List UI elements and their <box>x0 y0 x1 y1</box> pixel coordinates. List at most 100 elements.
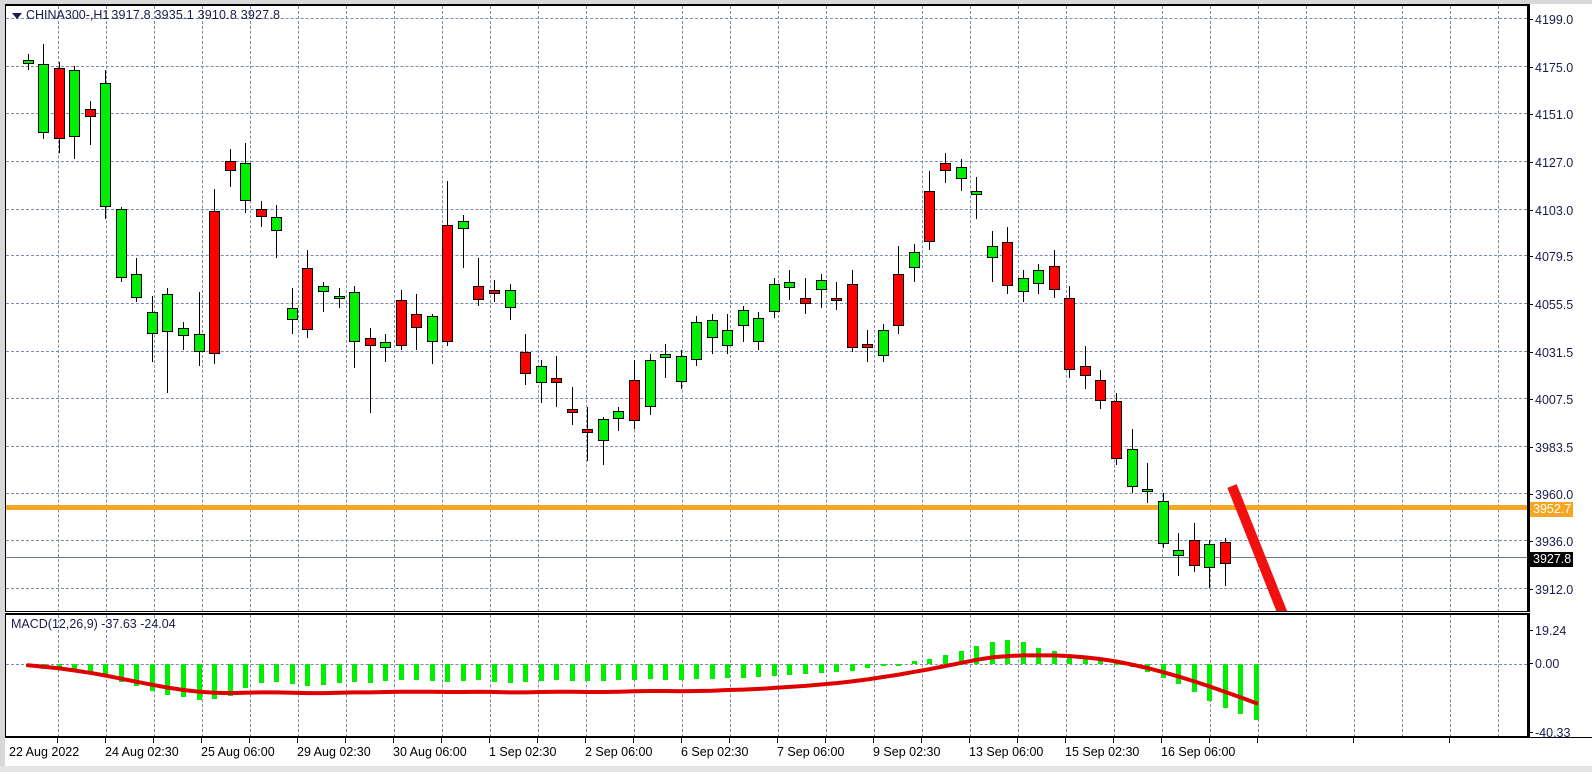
candlestick[interactable] <box>504 284 516 320</box>
candlestick[interactable] <box>737 306 749 342</box>
price-chart-pane[interactable]: CHINA300-,H1 3917.8 3935.1 3910.8 3927.8 <box>5 4 1528 612</box>
candlestick[interactable] <box>800 278 811 314</box>
candlestick[interactable] <box>1095 369 1107 410</box>
candlestick[interactable] <box>660 343 672 378</box>
candlestick[interactable] <box>893 246 905 334</box>
candlestick[interactable] <box>1002 226 1014 295</box>
candlestick[interactable] <box>115 206 127 283</box>
candlestick[interactable] <box>131 258 143 303</box>
macd-histogram-bar <box>647 663 653 680</box>
candle-body <box>240 162 252 201</box>
candle-body <box>520 351 532 374</box>
candlestick[interactable] <box>1157 492 1169 549</box>
candlestick[interactable] <box>1126 429 1138 493</box>
candlestick[interactable] <box>1048 250 1060 299</box>
candlestick[interactable] <box>675 349 687 390</box>
candlestick[interactable] <box>395 290 407 350</box>
candlestick[interactable] <box>628 359 640 430</box>
candlestick[interactable] <box>411 294 423 350</box>
candlestick[interactable] <box>924 170 936 251</box>
candlestick[interactable] <box>644 353 656 416</box>
macd-indicator-pane[interactable]: MACD(12,26,9) -37.63 -24.04 <box>5 613 1528 737</box>
candlestick[interactable] <box>597 417 609 465</box>
candlestick[interactable] <box>1142 462 1154 503</box>
candlestick[interactable] <box>333 288 345 308</box>
bid-price-tag[interactable]: 3927.8 <box>1530 551 1574 567</box>
candlestick[interactable] <box>162 288 174 394</box>
candlestick[interactable] <box>69 65 81 159</box>
chevron-down-icon[interactable] <box>12 12 22 19</box>
candlestick[interactable] <box>535 359 547 404</box>
candlestick[interactable] <box>753 311 765 350</box>
candlestick[interactable] <box>815 274 827 308</box>
candlestick[interactable] <box>489 280 500 303</box>
candlestick[interactable] <box>613 407 625 432</box>
candle-wick <box>976 176 978 219</box>
candlestick[interactable] <box>426 313 438 364</box>
candlestick[interactable] <box>286 288 298 334</box>
candlestick[interactable] <box>178 321 189 350</box>
candlestick[interactable] <box>908 244 920 283</box>
candlestick[interactable] <box>939 153 951 183</box>
macd-histogram-bar <box>725 663 731 678</box>
candlestick[interactable] <box>364 327 376 414</box>
price-level-tag[interactable]: 3952.7 <box>1530 502 1574 518</box>
candlestick[interactable] <box>1173 532 1185 577</box>
candlestick[interactable] <box>706 313 718 354</box>
candlestick[interactable] <box>380 333 392 362</box>
candlestick[interactable] <box>768 278 780 318</box>
candlestick[interactable] <box>457 214 469 269</box>
time-axis[interactable]: 22 Aug 2022 24 Aug 02:30 25 Aug 06:00 29 Au… <box>5 737 1592 766</box>
candlestick[interactable] <box>442 180 454 346</box>
candlestick[interactable] <box>566 387 578 426</box>
candlestick[interactable] <box>1219 538 1231 587</box>
candlestick[interactable] <box>224 149 236 187</box>
candlestick[interactable] <box>986 230 998 283</box>
candlestick[interactable] <box>1188 522 1200 573</box>
candlestick[interactable] <box>53 61 65 154</box>
candlestick[interactable] <box>722 313 734 354</box>
candlestick[interactable] <box>520 333 532 386</box>
candlestick[interactable] <box>846 270 858 352</box>
price-scale[interactable]: 4199.0 4175.0 4151.0 4127.0 4103.0 4079.5 4055… <box>1528 4 1592 741</box>
candlestick[interactable] <box>862 329 874 362</box>
candlestick[interactable] <box>1017 270 1029 303</box>
candlestick[interactable] <box>240 143 252 213</box>
price-level-line[interactable] <box>6 505 1527 511</box>
candlestick[interactable] <box>1204 540 1216 589</box>
candlestick[interactable] <box>1064 286 1076 378</box>
arrow-annotation[interactable] <box>6 6 1527 612</box>
candlestick[interactable] <box>1033 264 1045 295</box>
candlestick[interactable] <box>551 355 563 408</box>
candlestick[interactable] <box>691 315 703 366</box>
candlestick[interactable] <box>473 258 485 306</box>
candlestick[interactable] <box>146 296 158 362</box>
candle-body <box>162 294 174 332</box>
candlestick[interactable] <box>317 282 329 312</box>
candle-body <box>209 210 221 354</box>
candlestick[interactable] <box>302 250 314 338</box>
candlestick[interactable] <box>955 158 967 191</box>
candlestick[interactable] <box>1079 345 1091 390</box>
candle-body <box>1002 242 1014 287</box>
macd-histogram-bar <box>367 663 373 684</box>
candlestick[interactable] <box>349 286 361 368</box>
macd-histogram-bar <box>429 663 435 682</box>
candlestick[interactable] <box>784 270 796 301</box>
candlestick[interactable] <box>100 69 112 219</box>
gridline-vertical <box>1450 615 1451 736</box>
candlestick[interactable] <box>582 407 594 461</box>
candle-body <box>706 319 718 338</box>
candlestick[interactable] <box>22 53 34 70</box>
candlestick[interactable] <box>1111 393 1122 465</box>
candlestick[interactable] <box>831 282 843 310</box>
macd-axis-tick-label: 19.24 <box>1535 624 1567 638</box>
candlestick[interactable] <box>255 200 267 227</box>
candlestick[interactable] <box>971 176 983 219</box>
candlestick[interactable] <box>877 323 889 362</box>
candlestick[interactable] <box>209 188 221 364</box>
candlestick[interactable] <box>38 43 50 140</box>
candlestick[interactable] <box>193 292 205 366</box>
candlestick[interactable] <box>271 204 283 259</box>
candlestick[interactable] <box>84 101 96 146</box>
